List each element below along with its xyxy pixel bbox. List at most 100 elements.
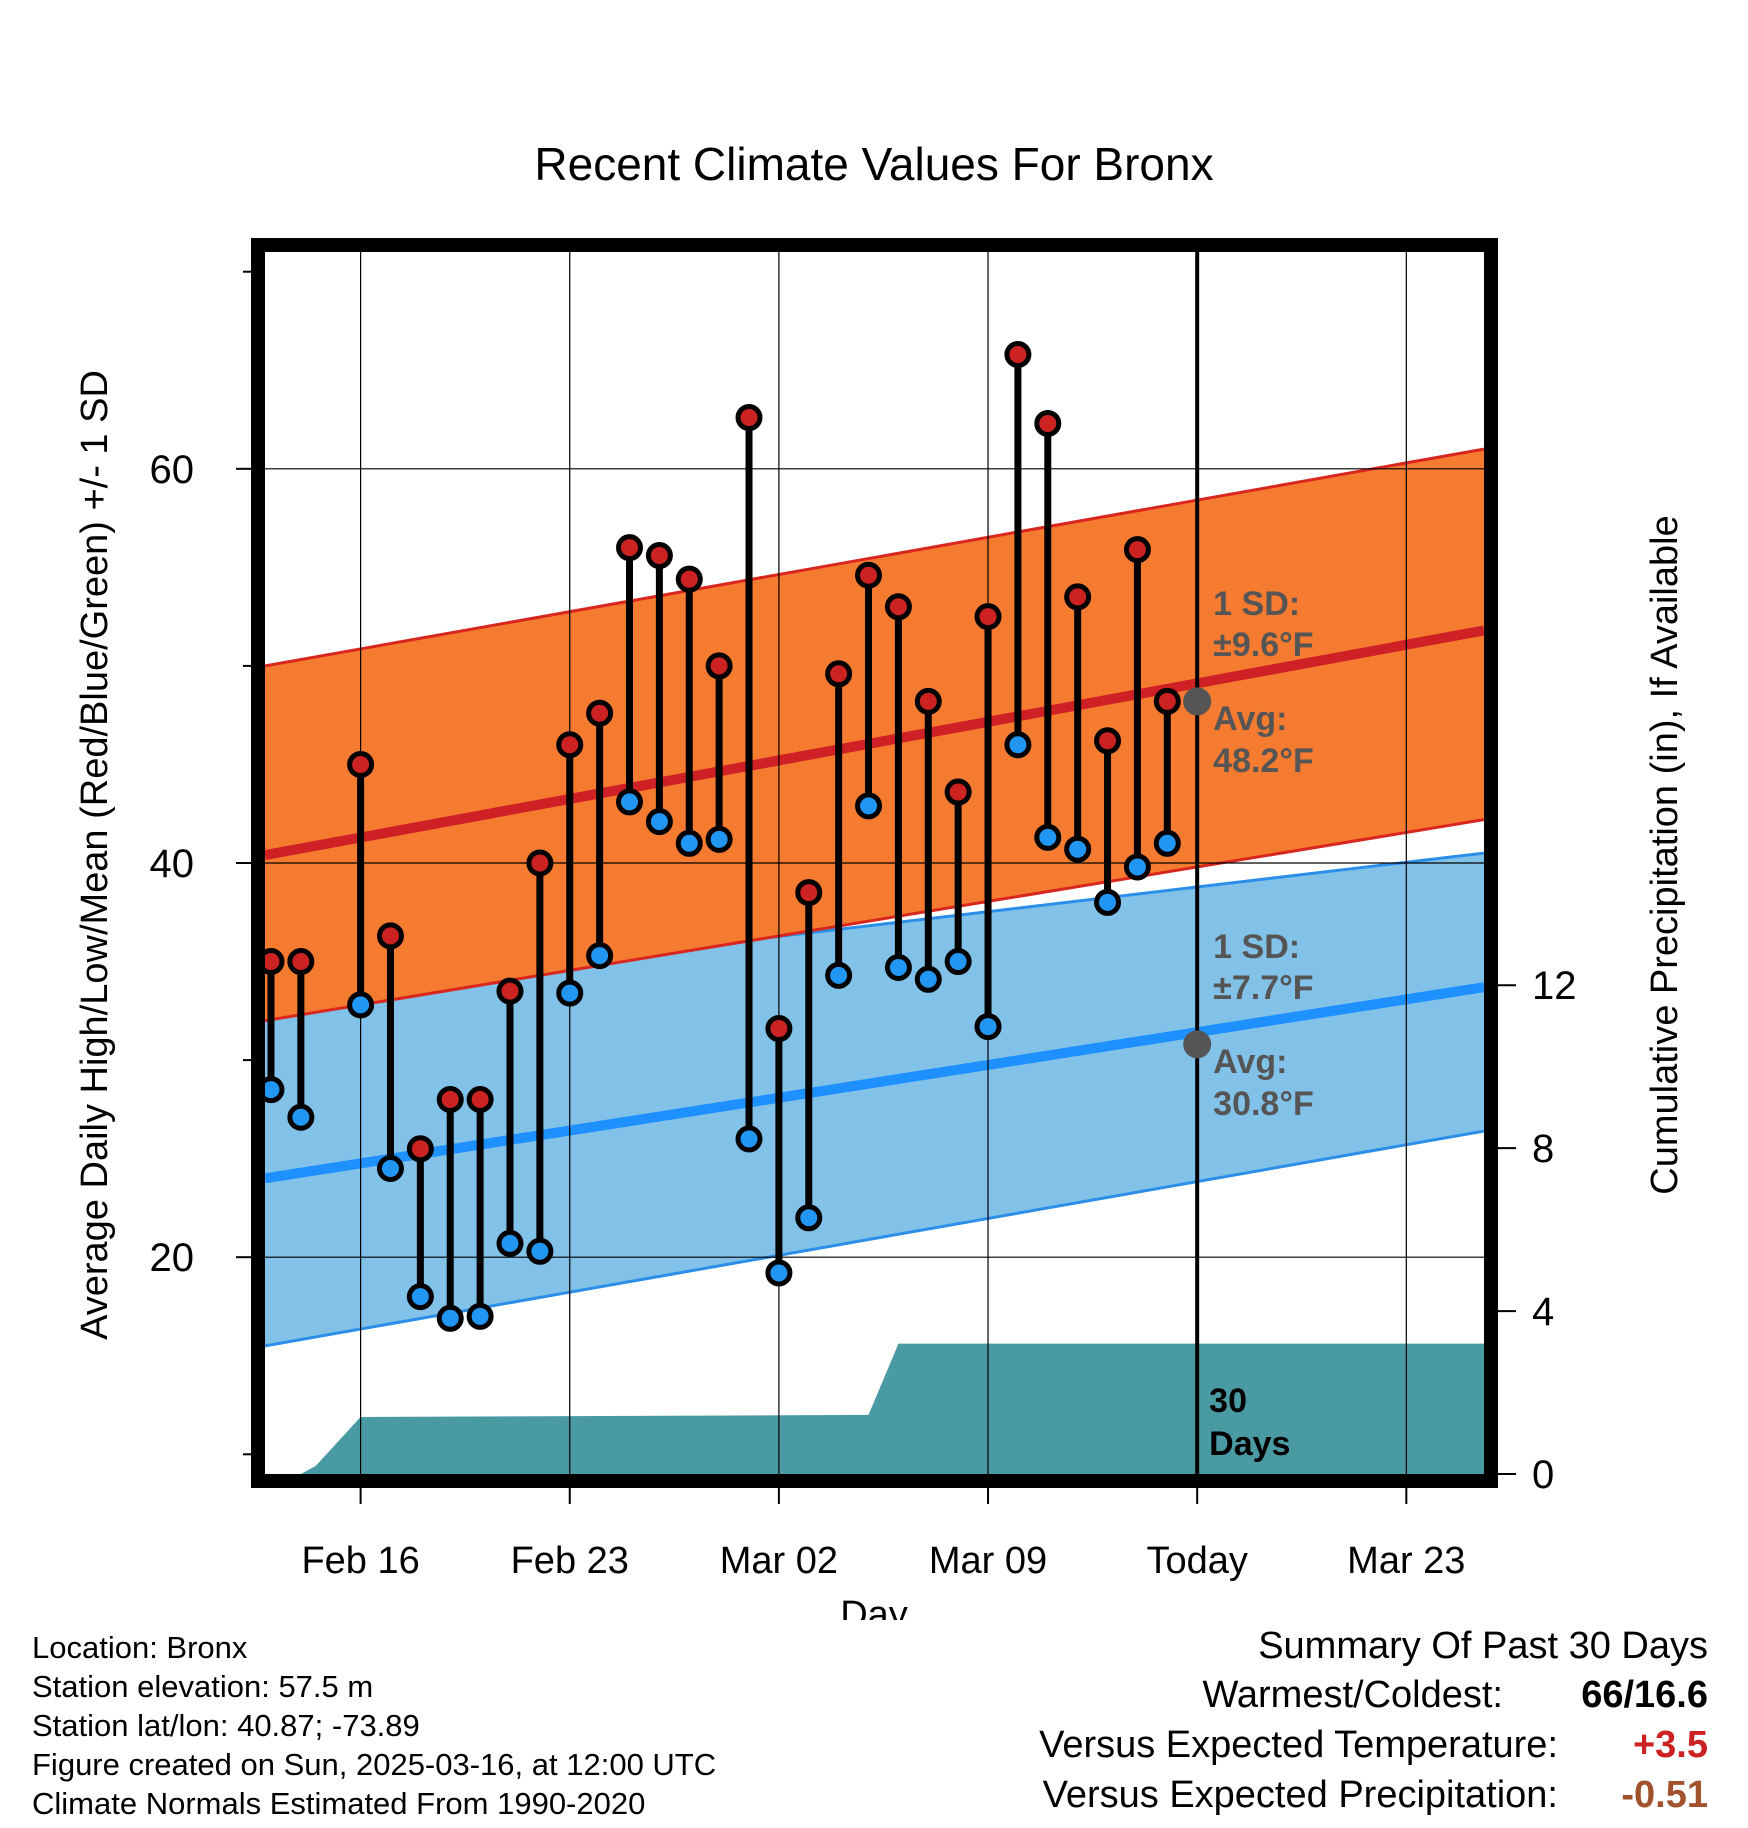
high-point-9	[556, 731, 584, 759]
low-point-2	[347, 991, 375, 1019]
high-point-18	[825, 660, 853, 688]
high-point-20	[884, 593, 912, 621]
low-point-18	[825, 961, 853, 989]
high-point-19	[855, 561, 883, 589]
low-point-11	[616, 788, 644, 816]
low-point-5	[436, 1304, 464, 1332]
low-point-4	[406, 1283, 434, 1311]
high-point-28	[1123, 536, 1151, 564]
high-point-22	[944, 778, 972, 806]
low-point-29	[1153, 829, 1181, 857]
high-point-11	[616, 534, 644, 562]
high-point-7	[496, 977, 524, 1005]
x-tick-label-4: Today	[1146, 1540, 1247, 1582]
y-tick-label-2: 60	[150, 448, 195, 492]
high-point-12	[645, 542, 673, 570]
y-tick-label-0: 20	[150, 1236, 195, 1280]
low-point-20	[884, 953, 912, 981]
low-point-23	[974, 1013, 1002, 1041]
low-sd-value: ±7.7°F	[1213, 969, 1313, 1007]
high-today-marker	[1183, 687, 1212, 716]
high-point-10	[586, 699, 614, 727]
high-sd-upper-line	[265, 447, 1484, 668]
x-tick-label-3: Mar 09	[929, 1540, 1047, 1582]
high-point-25	[1034, 409, 1062, 437]
high-avg-value: 48.2°F	[1213, 742, 1314, 780]
high-point-1	[287, 948, 315, 976]
low-point-26	[1064, 835, 1092, 863]
location-text: Location: Bronx	[32, 1630, 248, 1665]
low-point-21	[914, 965, 942, 993]
summary-panel: Summary Of Past 30 Days Warmest/Coldest:…	[808, 1622, 1708, 1820]
low-point-7	[496, 1229, 524, 1257]
x-tick-label-2: Mar 02	[720, 1540, 838, 1582]
low-today-marker	[1183, 1030, 1212, 1059]
x-tick-label-1: Feb 23	[511, 1540, 629, 1582]
summary-precip-row: Versus Expected Precipitation: -0.51	[808, 1770, 1708, 1820]
high-point-23	[974, 603, 1002, 631]
low-point-22	[944, 948, 972, 976]
low-point-13	[675, 829, 703, 857]
y-tick-label-1: 40	[150, 842, 195, 886]
low-point-0	[265, 1076, 285, 1104]
high-point-24	[1004, 340, 1032, 368]
low-point-17	[795, 1204, 823, 1232]
high-point-14	[705, 652, 733, 680]
low-point-9	[556, 979, 584, 1007]
low-point-6	[466, 1302, 494, 1330]
x-tick-label-5: Mar 23	[1347, 1540, 1465, 1582]
summary-warmest-row: Warmest/Coldest: 66/16.6	[808, 1670, 1708, 1720]
high-point-3	[376, 922, 404, 950]
high-point-13	[675, 565, 703, 593]
low-point-10	[586, 942, 614, 970]
climate-chart: Recent Climate Values For Bronx 1 SD:±9.…	[74, 138, 1686, 1620]
days-label-2: Days	[1209, 1425, 1290, 1463]
warmest-label: Warmest/Coldest:	[1202, 1674, 1503, 1716]
chart-title: Recent Climate Values For Bronx	[534, 138, 1213, 190]
high-point-15	[735, 404, 763, 432]
precip-value: -0.51	[1621, 1774, 1708, 1816]
y2-tick-label-1: 4	[1532, 1290, 1554, 1334]
low-avg-value: 30.8°F	[1213, 1085, 1314, 1123]
high-point-4	[406, 1135, 434, 1163]
high-point-26	[1064, 583, 1092, 611]
high-point-17	[795, 879, 823, 907]
precip-area	[265, 1343, 1484, 1474]
high-point-8	[526, 849, 554, 877]
low-sd-label: 1 SD:	[1213, 928, 1300, 966]
low-avg-line	[265, 982, 1484, 1184]
low-point-12	[645, 808, 673, 836]
high-sd-label: 1 SD:	[1213, 585, 1300, 623]
created-text: Figure created on Sun, 2025-03-16, at 12…	[32, 1747, 717, 1782]
x-tick-label-0: Feb 16	[301, 1540, 419, 1582]
axes: 20 40 60 0 4 8 12 Feb 16 Feb 23 Mar 02 Mar 09 Today…	[150, 238, 1577, 1582]
x-axis-label: Day	[840, 1594, 908, 1620]
high-point-21	[914, 687, 942, 715]
latlon-text: Station lat/lon: 40.87; -73.89	[32, 1708, 420, 1743]
high-sd-value: ±9.6°F	[1213, 626, 1313, 664]
low-point-24	[1004, 731, 1032, 759]
low-point-25	[1034, 823, 1062, 851]
high-avg-line	[265, 625, 1484, 861]
high-point-6	[466, 1086, 494, 1114]
high-point-29	[1153, 687, 1181, 715]
summary-title: Summary Of Past 30 Days	[1258, 1625, 1708, 1667]
low-point-16	[765, 1259, 793, 1287]
low-point-19	[855, 792, 883, 820]
plot-border	[251, 238, 1498, 1488]
high-point-5	[436, 1086, 464, 1114]
low-point-8	[526, 1237, 554, 1265]
y2-tick-label-3: 12	[1532, 964, 1577, 1008]
low-point-28	[1123, 853, 1151, 881]
station-info: Location: Bronx Station elevation: 57.5 …	[32, 1628, 716, 1823]
days-label-1: 30	[1209, 1382, 1247, 1420]
summary-temp-row: Versus Expected Temperature: +3.5	[808, 1720, 1708, 1770]
y2-tick-label-2: 8	[1532, 1127, 1554, 1171]
high-point-2	[347, 750, 375, 778]
y2-axis-label: Cumulative Precipitation (in), If Availa…	[1644, 515, 1686, 1194]
low-point-15	[735, 1125, 763, 1153]
normals-text: Climate Normals Estimated From 1990-2020	[32, 1786, 646, 1821]
precip-label: Versus Expected Precipitation:	[1042, 1774, 1558, 1816]
high-sd-lower-line	[265, 818, 1484, 1023]
